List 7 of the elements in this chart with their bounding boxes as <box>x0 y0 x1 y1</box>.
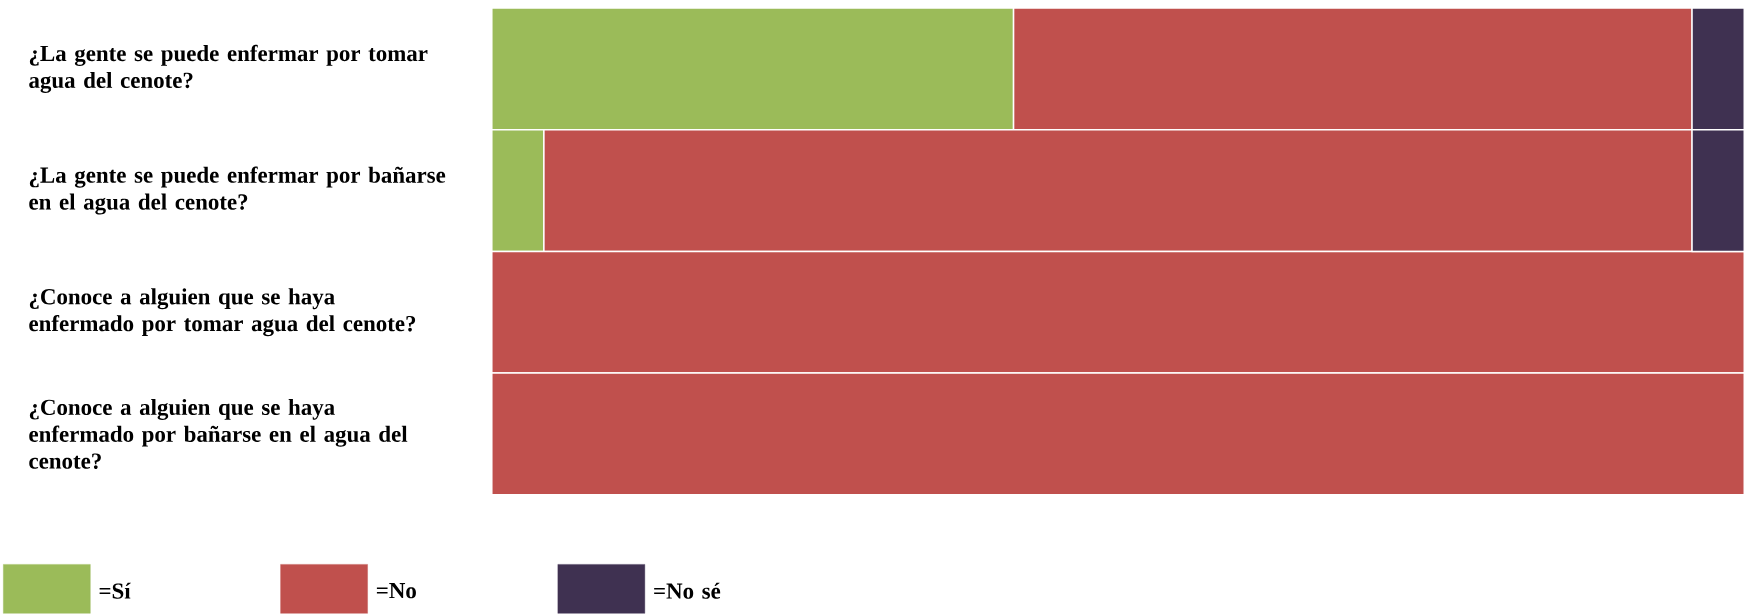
legend-label: =No sé <box>654 582 721 599</box>
y-tick-label: ¿Conoce a alguien que se haya enfermado por bañarse en el agua del cenote? <box>29 399 408 470</box>
legend-label: =Sí <box>99 582 131 599</box>
y-tick-label: ¿Conoce a alguien que se haya enfermado por tomar agua del cenote? <box>29 288 416 337</box>
y-tick-label: ¿La gente se puede enfermar por tomar agua del cenote? <box>29 44 428 94</box>
y-tick-label: ¿La gente se puede enfermar por bañarse en el agua del cenote? <box>29 166 446 215</box>
legend-label: =No <box>376 583 416 599</box>
